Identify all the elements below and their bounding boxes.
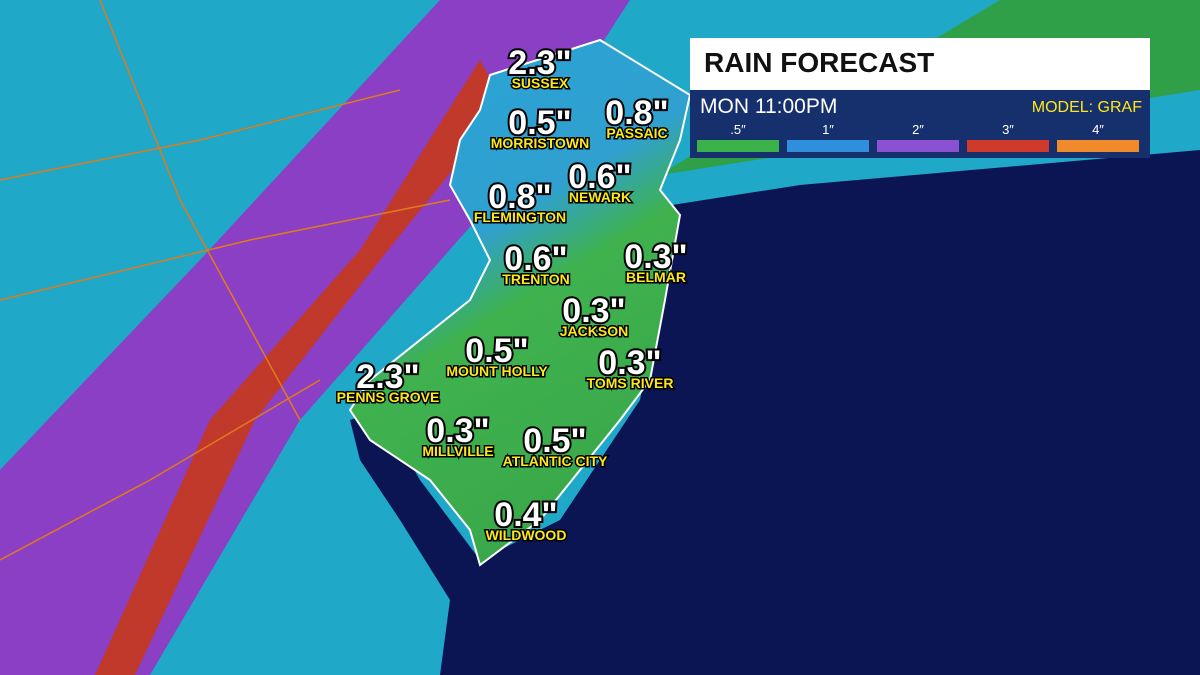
rain-amount: 0.5" — [465, 332, 528, 370]
city-name: PASSAIC — [606, 125, 667, 141]
legend-label: .5″ — [730, 122, 746, 137]
rain-amount: 0.5" — [523, 422, 586, 460]
city-name: ATLANTIC CITY — [503, 453, 608, 469]
legend-label: 3″ — [1002, 122, 1014, 137]
rain-amount: 0.3" — [426, 412, 489, 450]
model: MODEL: GRAF — [1032, 99, 1142, 116]
legend-swatch — [787, 140, 869, 152]
rain-amount: 0.4" — [494, 496, 557, 534]
city-name: WILDWOOD — [486, 527, 567, 543]
legend-swatch — [967, 140, 1049, 152]
city-name: TRENTON — [502, 271, 569, 287]
new-jersey — [348, 38, 692, 567]
city-name: MOUNT HOLLY — [446, 363, 548, 379]
city-name: TOMS RIVER — [587, 375, 674, 391]
ocean — [350, 150, 1200, 675]
city-name: SUSSEX — [512, 75, 569, 91]
legend-swatch — [1057, 140, 1139, 152]
city-name: BELMAR — [626, 269, 686, 285]
city-name: PENNS GROVE — [337, 389, 440, 405]
legend-label: 4″ — [1092, 122, 1104, 137]
legend-swatch — [697, 140, 779, 152]
red-rain-band — [95, 60, 505, 675]
rain-amount: 0.8" — [605, 94, 668, 132]
city-name: MILLVILLE — [422, 443, 493, 459]
rain-amount: 0.3" — [598, 344, 661, 382]
title: RAIN FORECAST — [704, 47, 934, 78]
rain-amount: 2.3" — [356, 358, 419, 396]
title-box — [690, 38, 1150, 90]
city-name: MORRISTOWN — [491, 135, 590, 151]
city-name: JACKSON — [560, 323, 628, 339]
rain-amount: 0.5" — [508, 104, 571, 142]
rain-amount: 0.3" — [562, 292, 625, 330]
rain-amount: 0.3" — [624, 238, 687, 276]
rain-amount: 2.3" — [508, 44, 571, 82]
legend-label: 2″ — [912, 122, 924, 137]
legend-swatch — [877, 140, 959, 152]
city-name: NEWARK — [569, 189, 631, 205]
rain-amount: 0.6" — [568, 158, 631, 196]
rain-amount: 0.8" — [488, 178, 551, 216]
time: MON 11:00PM — [700, 95, 837, 118]
legend-label: 1″ — [822, 122, 834, 137]
city-name: FLEMINGTON — [474, 209, 566, 225]
rain-amount: 0.6" — [504, 240, 567, 278]
roads — [0, 0, 451, 561]
